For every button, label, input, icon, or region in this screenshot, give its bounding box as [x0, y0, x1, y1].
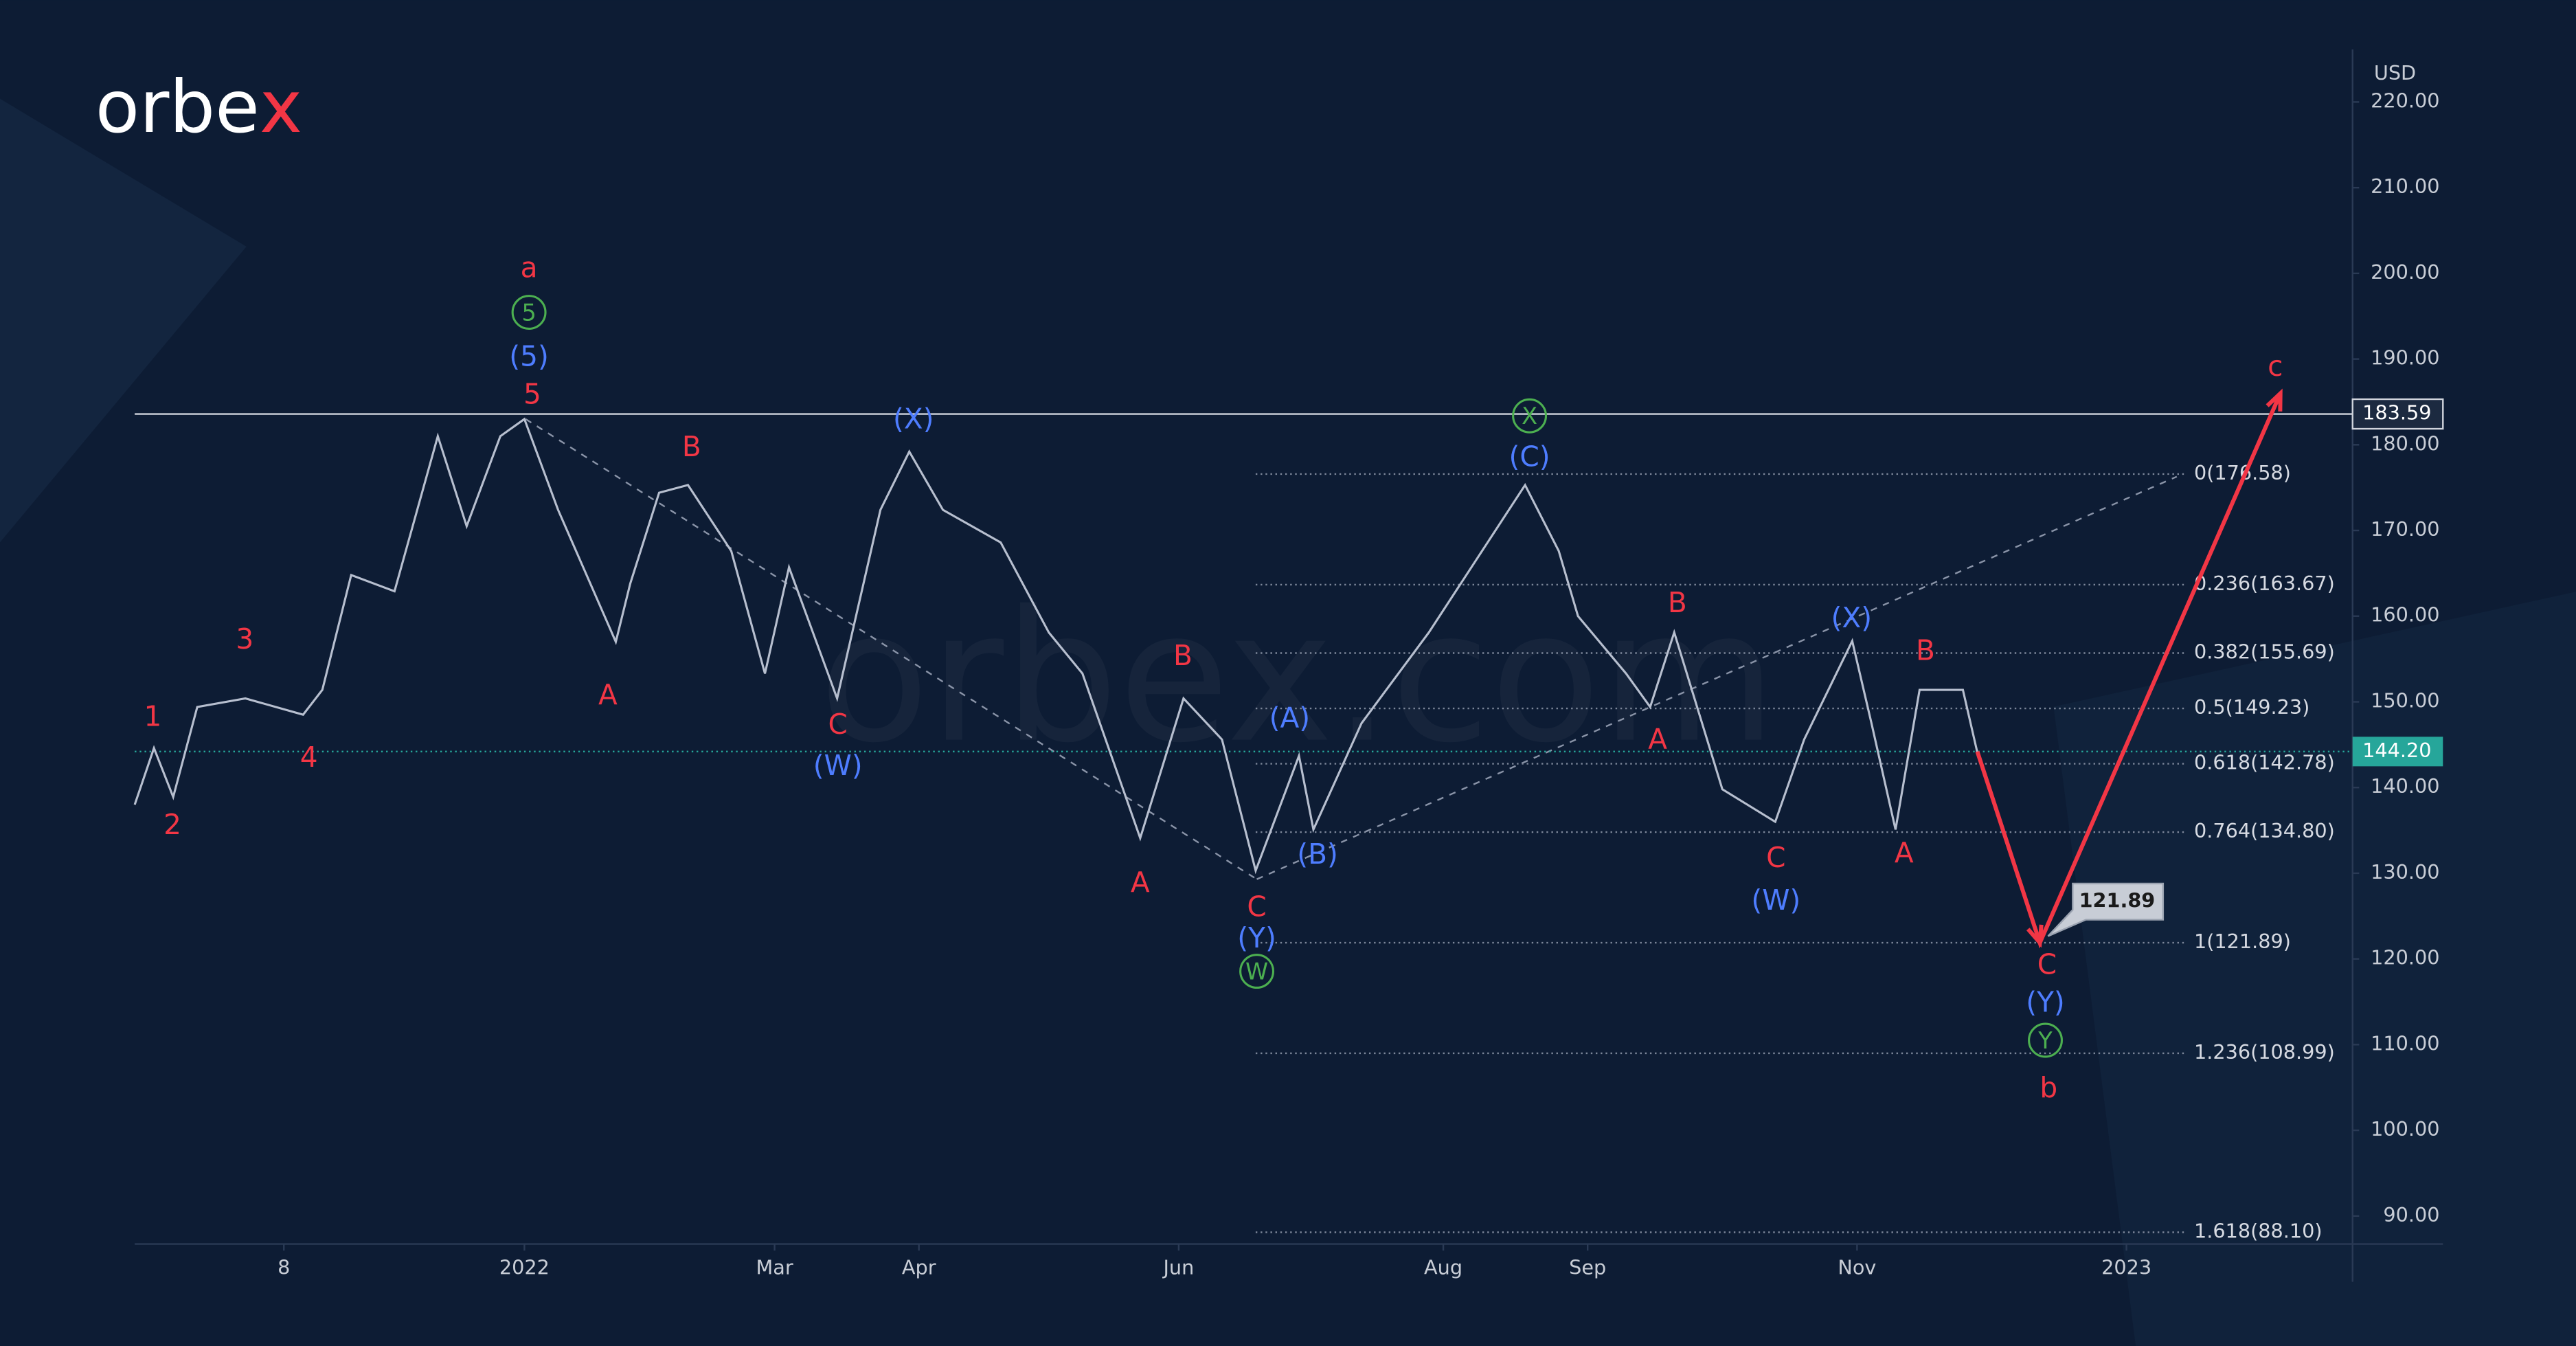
arrow-head [2026, 924, 2044, 948]
wave-label: a [521, 251, 538, 284]
y-tick-label: 110.00 [2371, 1031, 2439, 1055]
wave-label: c [2268, 350, 2283, 383]
x-tick-label: Sep [1569, 1255, 1606, 1279]
wave-circle [2028, 1022, 2063, 1058]
y-tick-label: 180.00 [2371, 431, 2439, 455]
y-tick-label: 90.00 [2383, 1203, 2439, 1226]
wave-label: 3 [236, 622, 253, 655]
price-tag [2351, 398, 2444, 430]
wave-label: (B) [1297, 838, 1338, 871]
wave-label: (W) [813, 749, 863, 782]
y-tick-label: 210.00 [2371, 175, 2439, 198]
x-tick-label: 2023 [2101, 1255, 2151, 1279]
price-line [133, 417, 1978, 875]
logo-x: x [260, 65, 302, 149]
wave-label: (X) [893, 402, 934, 435]
fib-label: 1.618(88.10) [2194, 1219, 2323, 1242]
x-tick-label: Apr [902, 1255, 936, 1279]
wave-label: 1 [144, 699, 161, 732]
decor [2053, 592, 2576, 1346]
x-tick-label: Jun [1162, 1255, 1194, 1279]
y-tick-label: 220.00 [2371, 89, 2439, 112]
wave-circle [1239, 954, 1275, 989]
wave-label: b [2040, 1071, 2057, 1104]
y-tick-label: 120.00 [2371, 946, 2439, 969]
wave-label: (Y) [1237, 921, 1276, 954]
decor [0, 98, 247, 543]
x-tick-label: Mar [756, 1255, 793, 1279]
fib-label: 0.764(134.80) [2194, 819, 2335, 842]
wave-label: 5 [523, 378, 541, 411]
wave-label: (W) [1751, 884, 1800, 917]
wave-label: (X) [1831, 601, 1873, 634]
wave-label: Y [2037, 1027, 2053, 1054]
y-tick-label: 200.00 [2371, 260, 2439, 284]
logo-text: orbe [95, 65, 260, 149]
wave-label: 4 [300, 741, 318, 774]
y-tick-label: 170.00 [2371, 517, 2439, 541]
fib-label: 0.5(149.23) [2194, 695, 2309, 719]
wave-label: W [1245, 958, 1268, 985]
wave-label: C [1766, 841, 1785, 874]
currency: USD [2374, 61, 2416, 85]
wave-label: C [828, 708, 848, 741]
watermark: orbex.com [819, 573, 1776, 783]
wave-label: 2 [163, 808, 181, 841]
x-tick-label: 2022 [499, 1255, 550, 1279]
trend-line [1256, 475, 2178, 880]
price-tag-label: 144.20 [2362, 739, 2431, 762]
wave-label: X [1522, 403, 1537, 429]
wave-label: (A) [1269, 702, 1311, 734]
wave-label: (C) [1509, 440, 1550, 473]
wave-label: C [2037, 947, 2057, 980]
y-tick-label: 130.00 [2371, 860, 2439, 884]
fib-label: 0.236(163.67) [2194, 572, 2335, 595]
wave-label: A [1895, 836, 1914, 869]
fib-label: 1.236(108.99) [2194, 1040, 2335, 1064]
wave-label: (Y) [2026, 985, 2065, 1018]
wave-label: (5) [509, 340, 549, 373]
wave-label: B [1668, 586, 1687, 619]
logo: orbex [95, 65, 302, 149]
y-tick-label: 160.00 [2371, 603, 2439, 627]
x-tick-label: Aug [1424, 1255, 1462, 1279]
y-tick-label: 190.00 [2371, 346, 2439, 370]
x-tick-label: 8 [278, 1255, 290, 1279]
fib-label: 0.618(142.78) [2194, 751, 2335, 774]
price-tag-label: 183.59 [2362, 401, 2431, 425]
fib-label: 0.382(155.69) [2194, 640, 2335, 664]
wave-label: A [598, 678, 618, 711]
y-tick-label: 140.00 [2371, 774, 2439, 798]
y-tick-label: 150.00 [2371, 688, 2439, 712]
callout-label: 121.89 [2079, 888, 2156, 912]
wave-label: A [1648, 723, 1667, 756]
y-tick-label: 100.00 [2371, 1117, 2439, 1141]
wave-label: B [1173, 639, 1193, 672]
wave-circle [1512, 398, 1548, 434]
fib-label: 1(121.89) [2194, 930, 2291, 953]
wave-label: A [1131, 866, 1150, 899]
callout [2047, 882, 2165, 937]
x-tick-label: Nov [1838, 1255, 1876, 1279]
wave-label: B [682, 430, 701, 463]
arrow-head [2266, 388, 2283, 412]
wave-label: C [1247, 890, 1266, 923]
wave-circle [511, 295, 547, 330]
wave-label: B [1916, 634, 1935, 667]
wave-label: 5 [521, 299, 536, 326]
price-tag [2352, 737, 2443, 767]
